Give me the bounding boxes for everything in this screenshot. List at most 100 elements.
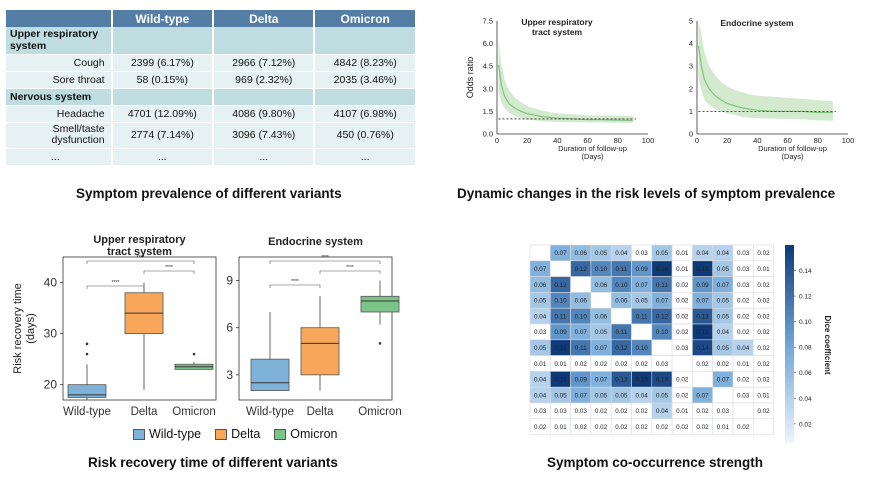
chart-title: tract system <box>532 27 583 37</box>
heatmap-value: 0.07 <box>595 345 608 352</box>
heatmap-value: 0.07 <box>575 329 588 336</box>
heatmap-value: 0.11 <box>656 282 668 289</box>
table-cell: Nervous system <box>6 88 113 106</box>
heatmap-value: 0.09 <box>636 266 649 273</box>
caption-symptom-prevalence: Symptom prevalence of different variants <box>76 186 342 201</box>
outlier-point <box>378 342 382 345</box>
y-axis-label: (days) <box>25 313 37 344</box>
heatmap-value: 0.04 <box>737 345 750 352</box>
table-cell: 4107 (6.98%) <box>314 105 417 123</box>
heatmap-value: 0.09 <box>696 282 709 289</box>
heatmap-value: 0.16 <box>656 266 669 273</box>
heatmap-value: 0.01 <box>554 424 567 431</box>
heatmap-value: 0.06 <box>595 313 608 320</box>
heatmap-cell <box>651 339 673 356</box>
table-cell: ... <box>314 148 417 166</box>
heatmap-value: 0.02 <box>595 408 608 415</box>
colorbar-tick-label: 0.06 <box>799 370 812 377</box>
heatmap-value: 0.01 <box>554 361 567 368</box>
heatmap-cell <box>752 418 774 435</box>
heatmap-value: 0.02 <box>757 361 770 368</box>
colorbar-tick-label: 0.08 <box>799 345 812 352</box>
table-row: Sore throat 58 (0.15%) 969 (2.32%) 2035 … <box>6 71 417 89</box>
heatmap-value: 0.05 <box>534 345 547 352</box>
legend-label: Omicron <box>290 427 338 441</box>
heatmap-value: 0.11 <box>575 345 587 352</box>
heatmap-value: 0.03 <box>737 250 750 257</box>
heatmap-value: 0.03 <box>575 408 588 415</box>
heatmap-value: 0.05 <box>717 298 730 305</box>
chart-title: Upper respiratory <box>521 17 593 27</box>
heatmap-value: 0.02 <box>757 377 770 384</box>
table-cell: Sore throat <box>6 71 113 89</box>
box <box>300 327 340 376</box>
heatmap-value: 0.10 <box>656 329 669 336</box>
heatmap-value: 0.15 <box>696 329 709 336</box>
heatmap-cell <box>631 323 653 341</box>
x-tick-label: 20 <box>723 136 731 145</box>
heatmap-value: 0.13 <box>696 313 709 320</box>
heatmap-value: 0.05 <box>595 329 608 336</box>
heatmap-value: 0.13 <box>615 377 628 384</box>
variant-table: Wild-type Delta Omicron Upper respirator… <box>6 10 417 166</box>
heatmap-value: 0.14 <box>696 345 709 352</box>
y-tick-label: 7.5 <box>483 17 493 26</box>
heatmap-cell <box>671 355 693 372</box>
table-cell: Upper respiratory system <box>6 27 113 55</box>
legend-item-delta: Delta <box>215 427 260 441</box>
heatmap-value: 0.04 <box>717 329 730 336</box>
significance-bracket <box>86 285 145 289</box>
heatmap-value: 0.11 <box>615 329 627 336</box>
heatmap-value: 0.10 <box>595 266 608 273</box>
x-tick-label: 100 <box>842 136 855 145</box>
plot-frame <box>238 256 393 401</box>
heatmap-value: 0.02 <box>757 345 770 352</box>
heatmap-value: 0.03 <box>737 266 750 273</box>
heatmap-value: 0.02 <box>757 282 770 289</box>
heatmap-value: 0.02 <box>696 424 709 431</box>
x-tick-label: 40 <box>753 136 761 145</box>
heatmap-value: 0.11 <box>636 313 648 320</box>
heatmap-value: 0.02 <box>636 408 649 415</box>
heatmap-value: 0.01 <box>757 266 770 273</box>
table-row: Upper respiratory system <box>6 27 417 55</box>
heatmap-value: 0.11 <box>555 313 567 320</box>
heatmap-value: 0.14 <box>656 377 669 384</box>
x-tick-label: 0 <box>495 136 499 145</box>
significance-label: **** <box>165 265 173 271</box>
heatmap-value: 0.03 <box>717 408 730 415</box>
heatmap-value: 0.02 <box>737 313 750 320</box>
y-tick-label: 9 <box>226 274 233 288</box>
heatmap-value: 0.02 <box>737 329 750 336</box>
heatmap-value: 0.02 <box>737 377 750 384</box>
heatmap-value: 0.03 <box>676 345 689 352</box>
table-cell: 4701 (12.09%) <box>111 105 215 123</box>
table-cell: ... <box>111 148 215 166</box>
table-cell: 2035 (3.46%) <box>314 71 417 89</box>
heatmap-value: 0.06 <box>595 282 608 289</box>
y-tick-label: 1 <box>689 107 693 116</box>
x-tick-label: 40 <box>553 136 561 145</box>
y-tick-label: 6 <box>226 321 233 335</box>
table-cell: 2399 (6.17%) <box>111 54 215 72</box>
y-tick-label: 1.5 <box>483 107 493 116</box>
chart-title: Endocrine system <box>720 18 794 28</box>
significance-label: **** <box>346 265 354 271</box>
colorbar-label: Dice coefficient <box>823 315 832 374</box>
heatmap-value: 0.02 <box>676 298 689 305</box>
heatmap-value: 0.01 <box>757 392 770 399</box>
heatmap-value: 0.02 <box>595 361 608 368</box>
heatmap-cell <box>529 244 551 262</box>
heatmap-value: 0.05 <box>595 392 608 399</box>
x-tick-label: 80 <box>614 136 622 145</box>
heatmap-value: 0.03 <box>737 282 750 289</box>
heatmap-value: 0.02 <box>676 313 689 320</box>
heatmap-value: 0.02 <box>696 408 709 415</box>
heatmap-value: 0.02 <box>757 298 770 305</box>
heatmap-value: 0.02 <box>615 424 628 431</box>
heatmap-value: 0.04 <box>636 392 649 399</box>
table-cell: 2966 (7.12%) <box>213 54 316 72</box>
y-tick-label: 2 <box>689 84 693 93</box>
heatmap-value: 0.05 <box>717 266 730 273</box>
